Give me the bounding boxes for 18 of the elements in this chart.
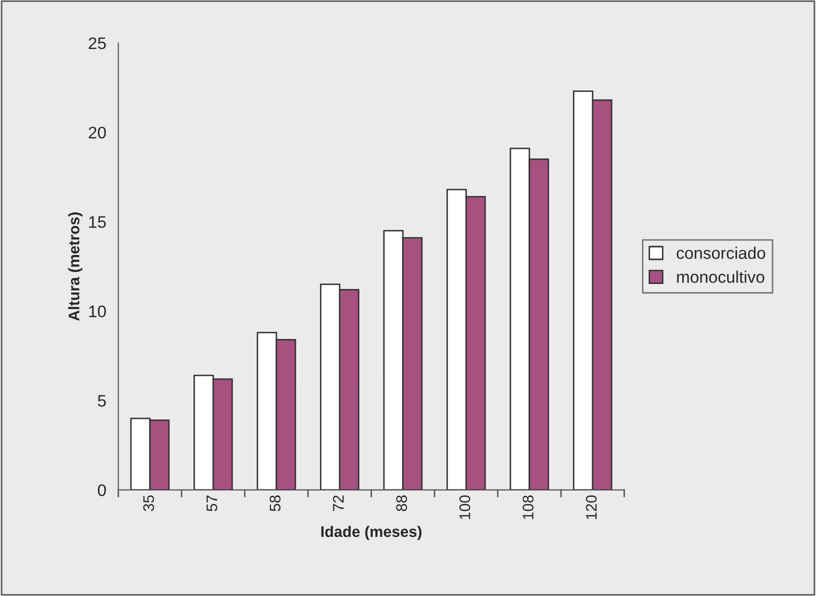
y-tick-label: 25 xyxy=(88,37,106,50)
x-tick-label: 35 xyxy=(143,495,154,512)
x-tick-label: 108 xyxy=(522,495,534,520)
x-tick-label: 88 xyxy=(396,495,407,512)
x-tick-label: 100 xyxy=(459,495,470,520)
x-tick-label: 72 xyxy=(332,496,344,511)
x-tick-label: 58 xyxy=(270,495,281,512)
x-axis-title: Idade (meses) xyxy=(321,526,422,540)
legend-label: consorciado xyxy=(676,246,766,259)
y-tick-label: 0 xyxy=(98,484,106,496)
y-tick-label: 10 xyxy=(89,306,106,318)
x-tick-label: 120 xyxy=(586,495,597,520)
y-tick-label: 5 xyxy=(98,395,106,407)
y-tick-label: 15 xyxy=(89,216,106,228)
x-tick-label: 57 xyxy=(206,496,218,512)
y-axis-title: Altura (metros) xyxy=(68,212,82,321)
y-tick-label: 20 xyxy=(88,126,106,139)
legend-label: monocultivo xyxy=(677,270,764,283)
